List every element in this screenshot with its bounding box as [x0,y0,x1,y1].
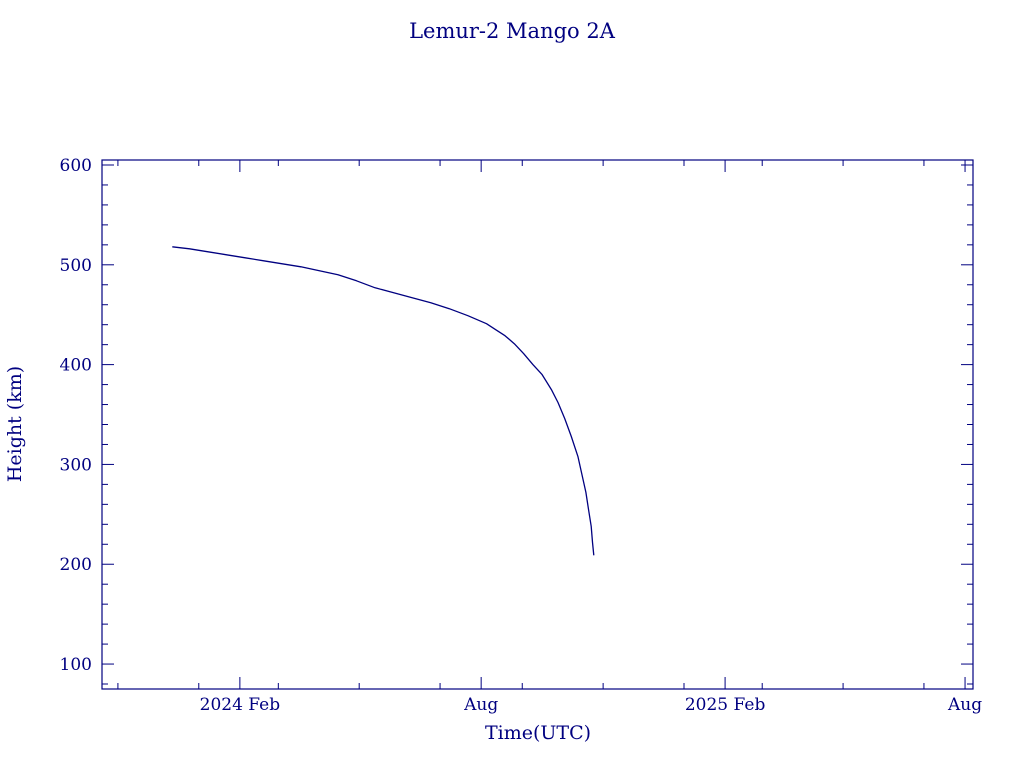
y-tick-label: 600 [60,156,92,176]
x-tick-label: Aug [947,695,982,715]
x-axis-label: Time(UTC) [485,722,591,744]
y-tick-label: 500 [60,256,92,276]
chart-title: Lemur-2 Mango 2A [409,19,616,43]
y-axis-label: Height (km) [4,366,26,482]
y-tick-label: 400 [60,356,92,376]
height-series-line [172,246,595,556]
x-tick-label: 2025 Feb [685,695,766,715]
y-tick-label: 200 [60,555,92,575]
x-tick-label: Aug [463,695,498,715]
y-axis-ticks: 100 200 300 400 500 600 [60,156,973,685]
y-tick-label: 100 [60,655,92,675]
plot-frame [101,159,974,690]
y-tick-label: 300 [60,455,92,475]
x-axis-ticks: 2024 Feb Aug 2025 Feb Aug [117,160,982,715]
x-tick-label: 2024 Feb [200,695,281,715]
